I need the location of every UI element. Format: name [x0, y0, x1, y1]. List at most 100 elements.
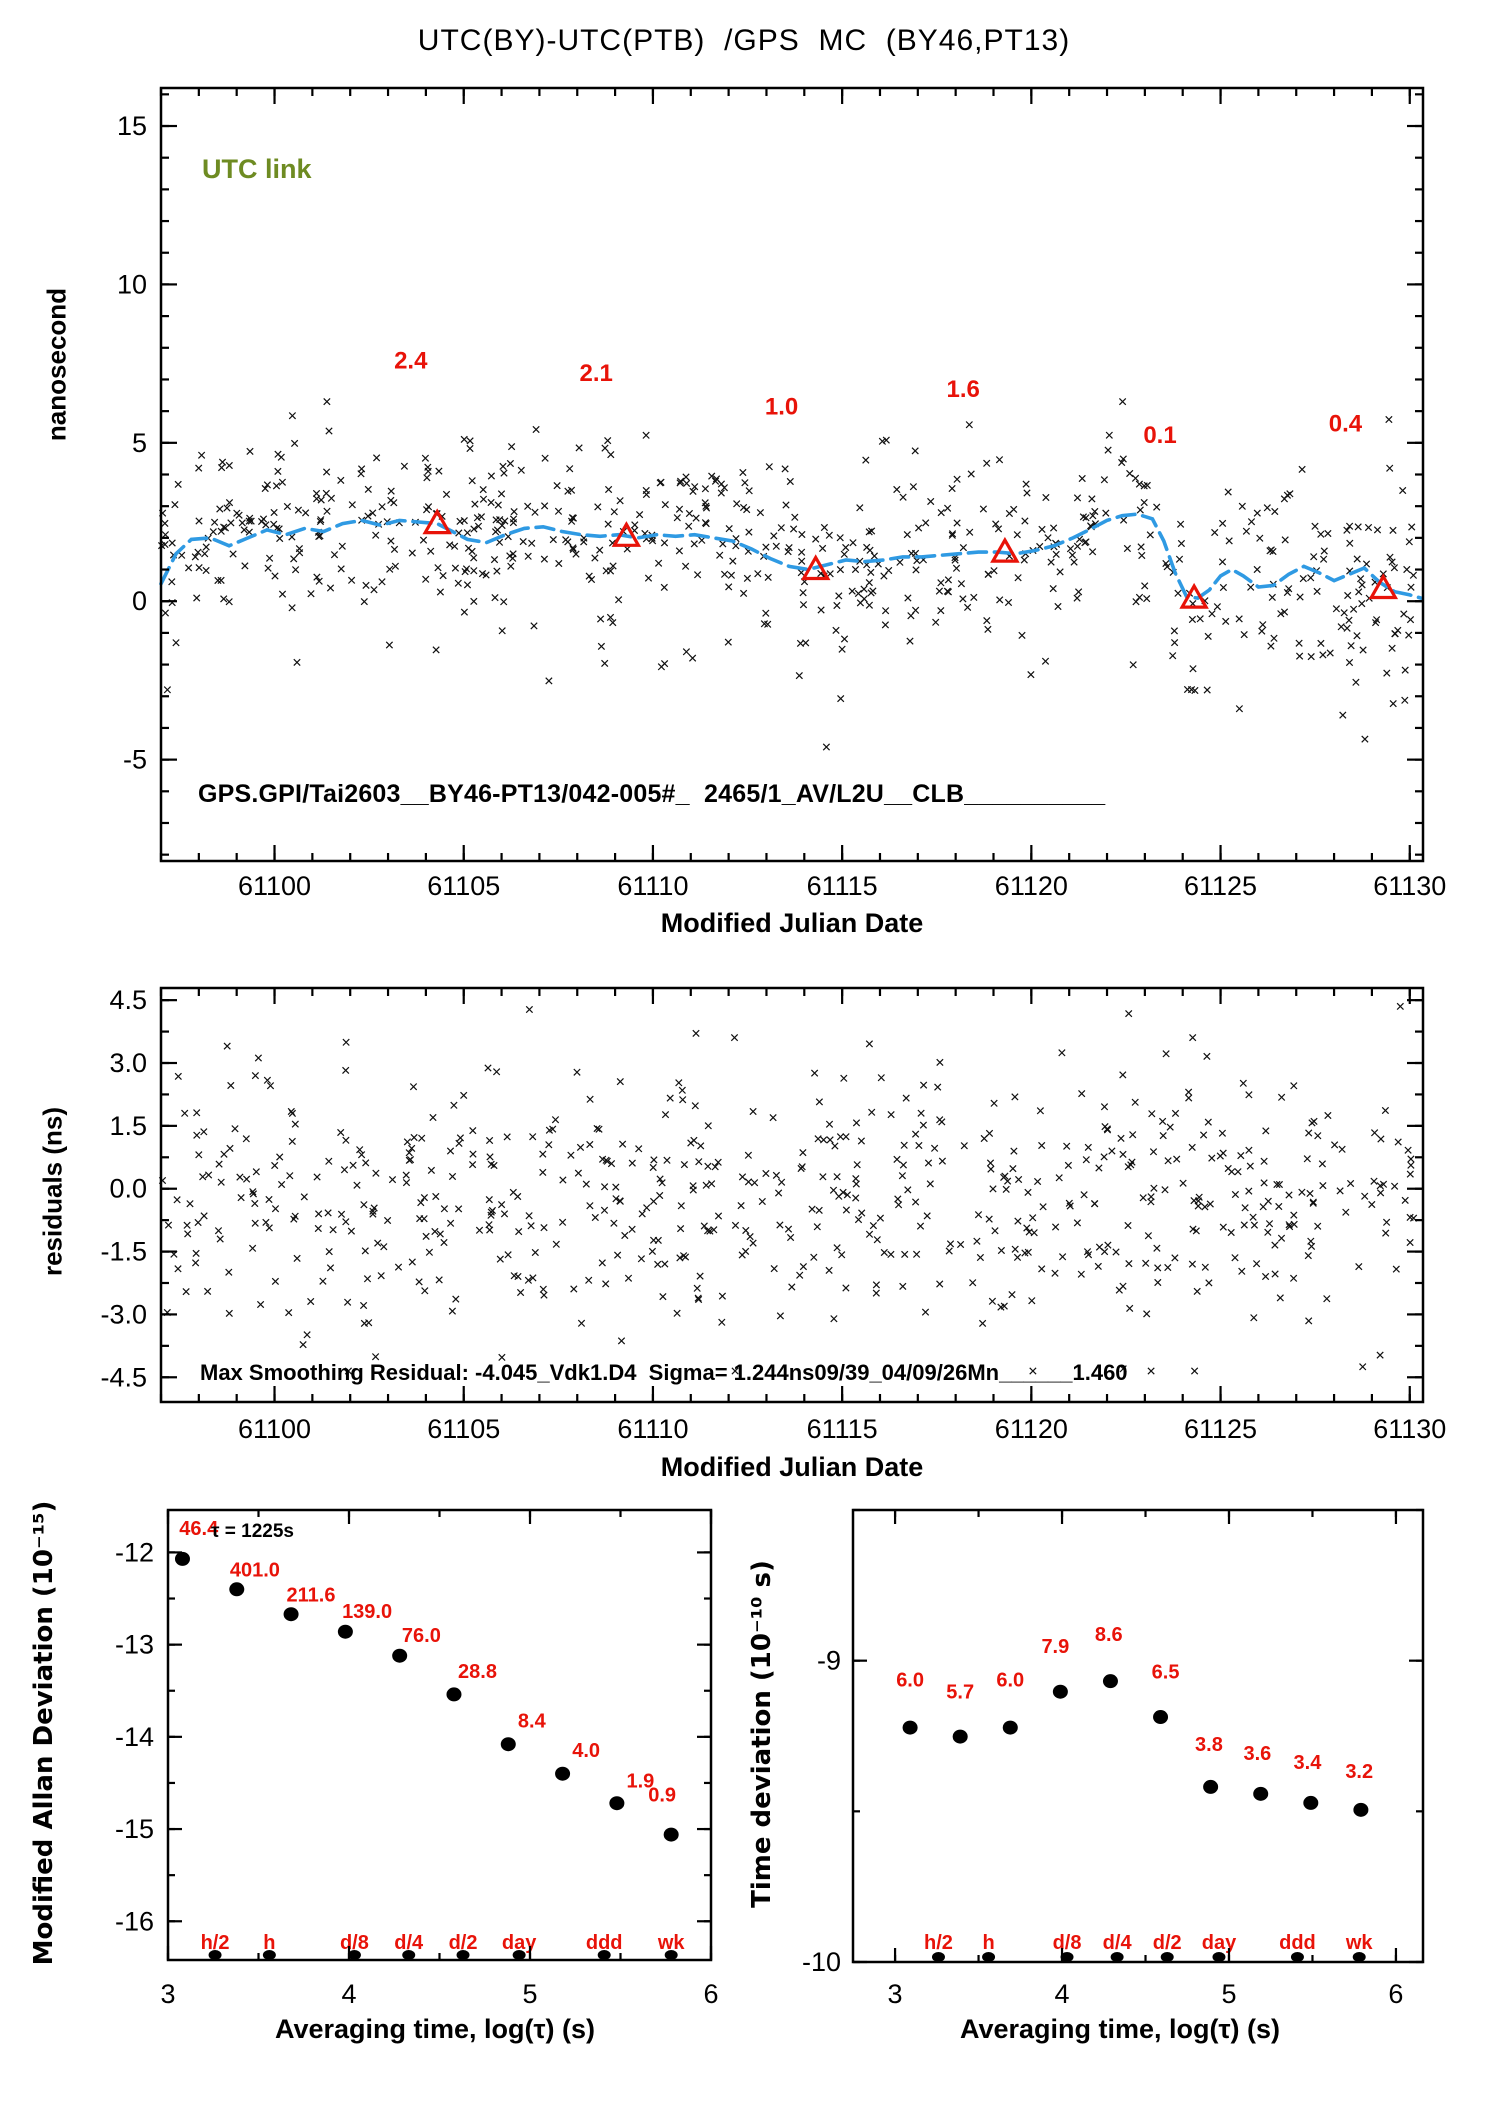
time-marker-label: day: [502, 1932, 537, 1954]
deviation-value-label: 5.7: [946, 1681, 974, 1703]
y-tick-label: 0: [132, 586, 147, 616]
deviation-dot: [1353, 1802, 1369, 1817]
deviation-value-label: 1.9: [627, 1771, 655, 1793]
time-marker-label: h: [982, 1932, 994, 1954]
max-smoothing-annotation: Max Smoothing Residual: -4.045_Vdk1.D4 S…: [200, 1360, 1128, 1385]
tau-annotation: τ = 1225s: [211, 1521, 294, 1542]
deviation-dot: [392, 1648, 408, 1663]
y-axis-title-residuals: residuals (ns): [37, 1106, 68, 1277]
deviation-value-label: 0.9: [648, 1784, 676, 1806]
deviation-dot: [1002, 1720, 1018, 1735]
y-tick-label: -13: [115, 1630, 154, 1660]
x-tick-label: 61125: [1184, 1414, 1257, 1444]
y-tick-label: -9: [817, 1646, 841, 1676]
deviation-value-label: 6.5: [1152, 1662, 1180, 1684]
time-marker-dot: [1212, 1952, 1226, 1962]
time-marker-label: wk: [657, 1932, 686, 1954]
deviation-value-label: 6.0: [896, 1669, 924, 1691]
x-tick-label: 61130: [1373, 871, 1446, 901]
x-tick-label: 61100: [238, 871, 311, 901]
deviation-dot: [446, 1687, 462, 1702]
x-axis-title-mjd-top: Modified Julian Date: [660, 908, 924, 938]
deviation-dot: [1153, 1710, 1169, 1725]
deviation-value-label: 28.8: [458, 1661, 497, 1683]
calibration-value-label: 2.1: [579, 360, 612, 387]
time-marker-dot: [262, 1950, 276, 1960]
y-axis-title-nanosecond: nanosecond: [41, 287, 72, 442]
calibration-triangle: [800, 554, 831, 581]
time-marker-label: wk: [1345, 1932, 1374, 1954]
y-tick-label: -3.0: [100, 1299, 147, 1329]
deviation-value-label: 139.0: [342, 1601, 392, 1623]
time-marker-label: ddd: [586, 1932, 623, 1954]
time-marker-label: d/8: [1053, 1932, 1082, 1954]
y-tick-label: 10: [117, 269, 147, 299]
time-marker-dot: [664, 1950, 678, 1960]
deviation-dot: [500, 1737, 516, 1752]
y-tick-label: -15: [115, 1814, 154, 1844]
time-marker-label: ddd: [1279, 1932, 1316, 1954]
allan-deviation-panel: 46.4 401.0 211.6 139.0 76.0 28.8 8.4 4.0 1.90.9 h…: [115, 1508, 719, 2009]
calibration-triangle: [611, 521, 642, 547]
y-tick-label: -14: [115, 1722, 154, 1752]
time-marker-label: d/4: [1103, 1932, 1133, 1954]
time-deviation-panel: 6.0 5.7 6.0 7.9 8.6 6.5 3.8 3.6 3.4 3.2 h/2 h d/8 d/4…: [802, 1508, 1425, 2009]
calibration-triangle: [1368, 573, 1399, 600]
x-tick-label: 4: [1055, 1979, 1070, 2009]
x-axis-title-mjd-mid: Modified Julian Date: [660, 1452, 924, 1482]
y-tick-label: -10: [802, 1947, 841, 1977]
x-tick-label: 61105: [427, 871, 500, 901]
deviation-dot: [663, 1827, 679, 1842]
calibration-value-label: 1.0: [765, 393, 798, 420]
deviation-dot: [337, 1624, 353, 1639]
time-marker-dot: [597, 1950, 611, 1960]
time-marker-dot: [456, 1950, 470, 1960]
x-tick-label: 3: [888, 1979, 903, 2009]
y-axis-title-allan-deviation: Modified Allan Deviation (10⁻¹⁵): [29, 1500, 59, 1966]
deviation-value-label: 3.2: [1345, 1761, 1373, 1783]
x-tick-label: 5: [522, 1979, 537, 2009]
deviation-value-label: 3.6: [1243, 1743, 1271, 1765]
x-tick-label: 6: [1388, 1979, 1403, 2009]
calibration-value-label: 1.6: [947, 376, 980, 403]
time-marker-dot: [1160, 1952, 1174, 1962]
deviation-value-label: 76.0: [402, 1625, 441, 1647]
deviation-dot: [1253, 1786, 1269, 1801]
calibration-value-label: 0.4: [1329, 411, 1363, 438]
x-tick-label: 61110: [617, 1414, 688, 1444]
time-marker-label: h/2: [924, 1932, 953, 1954]
time-marker-dot: [512, 1950, 526, 1960]
deviation-value-label: 3.8: [1195, 1734, 1223, 1756]
deviation-dot: [952, 1729, 968, 1744]
x-tick-label: 6: [703, 1979, 718, 2009]
calibration-triangle: [1179, 582, 1209, 609]
time-marker-label: d/2: [449, 1932, 478, 1954]
y-tick-label: -5: [123, 745, 147, 775]
y-tick-label: -16: [115, 1906, 154, 1936]
x-tick-label: 61100: [238, 1414, 311, 1444]
calibration-value-label: 2.4: [394, 347, 428, 374]
deviation-dot: [283, 1607, 299, 1622]
time-marker-label: h/2: [201, 1932, 230, 1954]
time-marker-label: d/4: [394, 1932, 424, 1954]
deviation-dot: [1052, 1684, 1068, 1699]
x-axis-title-avgtime-left: Averaging time, log(τ) (s): [274, 2014, 596, 2044]
deviation-value-label: 401.0: [230, 1559, 280, 1581]
page-title: UTC(BY)-UTC(PTB) /GPS MC (BY46,PT13): [417, 24, 1071, 57]
deviation-value-label: 8.4: [518, 1711, 547, 1733]
y-tick-label: 4.5: [109, 985, 147, 1015]
utc-link-label: UTC link: [202, 154, 312, 184]
time-marker-dot: [402, 1950, 416, 1960]
top-panel: 2.4 2.1 1.0 1.6 0.1 0.4 61100 61105 61110 61115 61…: [117, 86, 1446, 901]
x-tick-label: 3: [160, 1979, 175, 2009]
time-marker-dot: [1060, 1952, 1074, 1962]
y-tick-label: -12: [115, 1537, 154, 1567]
deviation-dot: [174, 1551, 190, 1566]
x-tick-label: 61115: [807, 1414, 878, 1444]
x-axis-title-avgtime-right: Averaging time, log(τ) (s): [959, 2014, 1281, 2044]
deviation-value-label: 8.6: [1095, 1624, 1123, 1646]
y-tick-label: 3.0: [109, 1048, 147, 1078]
deviation-dot: [1303, 1795, 1319, 1810]
